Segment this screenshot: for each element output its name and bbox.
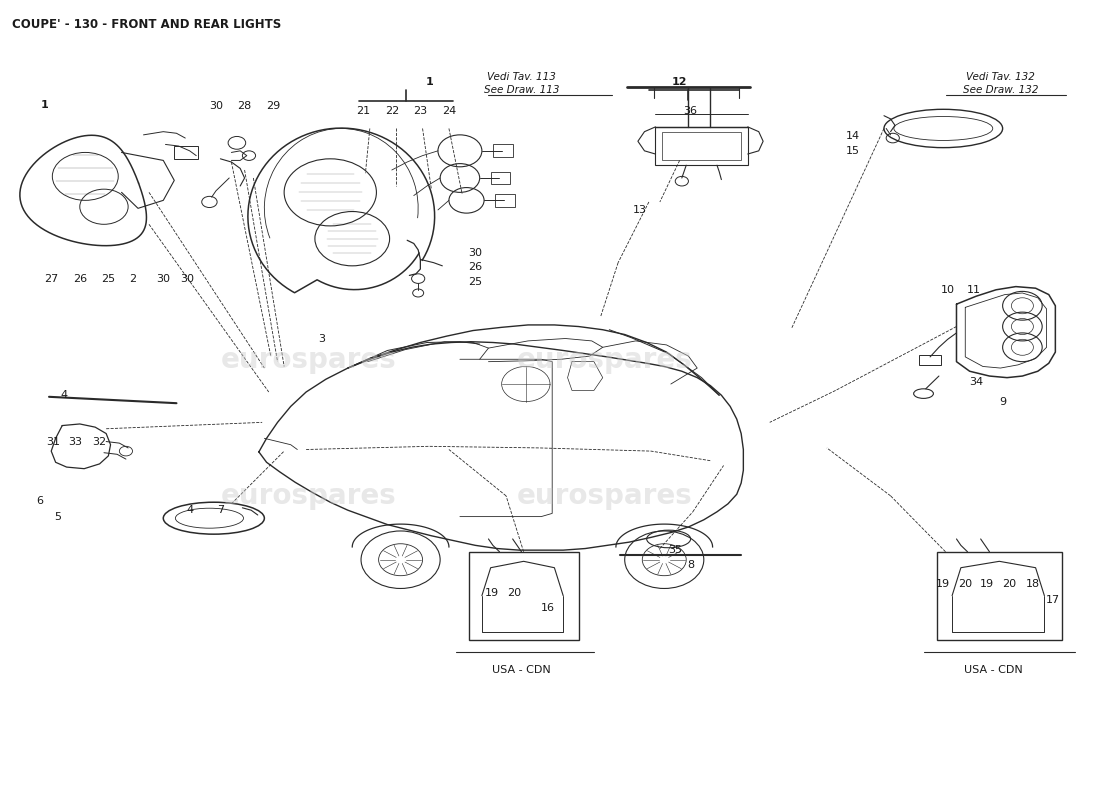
Text: 7: 7: [217, 506, 224, 515]
Text: 19: 19: [485, 588, 498, 598]
Text: 9: 9: [999, 397, 1007, 406]
Text: 30: 30: [156, 274, 170, 284]
Bar: [920, 355, 942, 365]
Text: 33: 33: [68, 437, 82, 446]
Text: 36: 36: [683, 106, 697, 116]
Text: 8: 8: [688, 559, 694, 570]
Text: 18: 18: [1026, 578, 1041, 589]
Text: USA - CDN: USA - CDN: [492, 665, 551, 675]
Text: 35: 35: [668, 545, 682, 555]
Text: eurospares: eurospares: [220, 346, 396, 374]
Text: COUPE' - 130 - FRONT AND REAR LIGHTS: COUPE' - 130 - FRONT AND REAR LIGHTS: [12, 18, 280, 31]
Text: 32: 32: [92, 437, 107, 446]
Bar: [495, 194, 515, 206]
Text: 31: 31: [46, 437, 60, 446]
Text: 30: 30: [180, 274, 195, 284]
Text: See Draw. 113: See Draw. 113: [484, 85, 559, 95]
Text: 12: 12: [672, 77, 688, 87]
Text: 19: 19: [936, 578, 950, 589]
Text: 17: 17: [1046, 594, 1060, 605]
Text: 1: 1: [41, 99, 48, 110]
Bar: [937, 552, 1062, 639]
Text: See Draw. 132: See Draw. 132: [962, 85, 1038, 95]
Text: eurospares: eurospares: [220, 482, 396, 510]
Bar: [469, 552, 579, 639]
Text: 25: 25: [101, 274, 116, 284]
Text: 3: 3: [318, 334, 324, 344]
Bar: [493, 145, 513, 158]
Text: 20: 20: [507, 588, 520, 598]
Text: 4: 4: [60, 390, 68, 400]
Text: 30: 30: [209, 101, 223, 111]
Text: 26: 26: [73, 274, 87, 284]
Text: 24: 24: [442, 106, 456, 116]
Text: 14: 14: [846, 131, 860, 142]
Text: eurospares: eurospares: [517, 482, 693, 510]
Text: 10: 10: [940, 285, 955, 294]
Text: eurospares: eurospares: [517, 346, 693, 374]
Text: 1: 1: [426, 77, 433, 87]
Text: 2: 2: [129, 274, 136, 284]
Text: 22: 22: [385, 106, 399, 116]
Text: 30: 30: [469, 248, 482, 258]
Text: 15: 15: [846, 146, 860, 156]
Bar: [491, 171, 510, 184]
Text: 28: 28: [238, 101, 252, 111]
Bar: [656, 127, 748, 166]
Text: 20: 20: [1002, 578, 1016, 589]
Text: 25: 25: [469, 277, 483, 287]
Text: 21: 21: [356, 106, 371, 116]
Text: 11: 11: [967, 285, 981, 294]
Text: 27: 27: [44, 274, 58, 284]
Text: Vedi Tav. 113: Vedi Tav. 113: [487, 71, 556, 82]
Bar: [662, 132, 741, 161]
Text: Vedi Tav. 132: Vedi Tav. 132: [966, 71, 1035, 82]
Text: 13: 13: [634, 205, 647, 215]
Text: 19: 19: [980, 578, 994, 589]
Text: 29: 29: [266, 101, 280, 111]
Text: 6: 6: [36, 496, 44, 506]
Text: 34: 34: [969, 378, 983, 387]
Text: USA - CDN: USA - CDN: [965, 665, 1023, 675]
Text: 26: 26: [469, 262, 483, 273]
Text: 5: 5: [54, 511, 62, 522]
Text: 16: 16: [541, 602, 554, 613]
Text: 23: 23: [414, 106, 428, 116]
Text: 20: 20: [958, 578, 972, 589]
Text: 4: 4: [186, 506, 194, 515]
Bar: [174, 146, 198, 159]
